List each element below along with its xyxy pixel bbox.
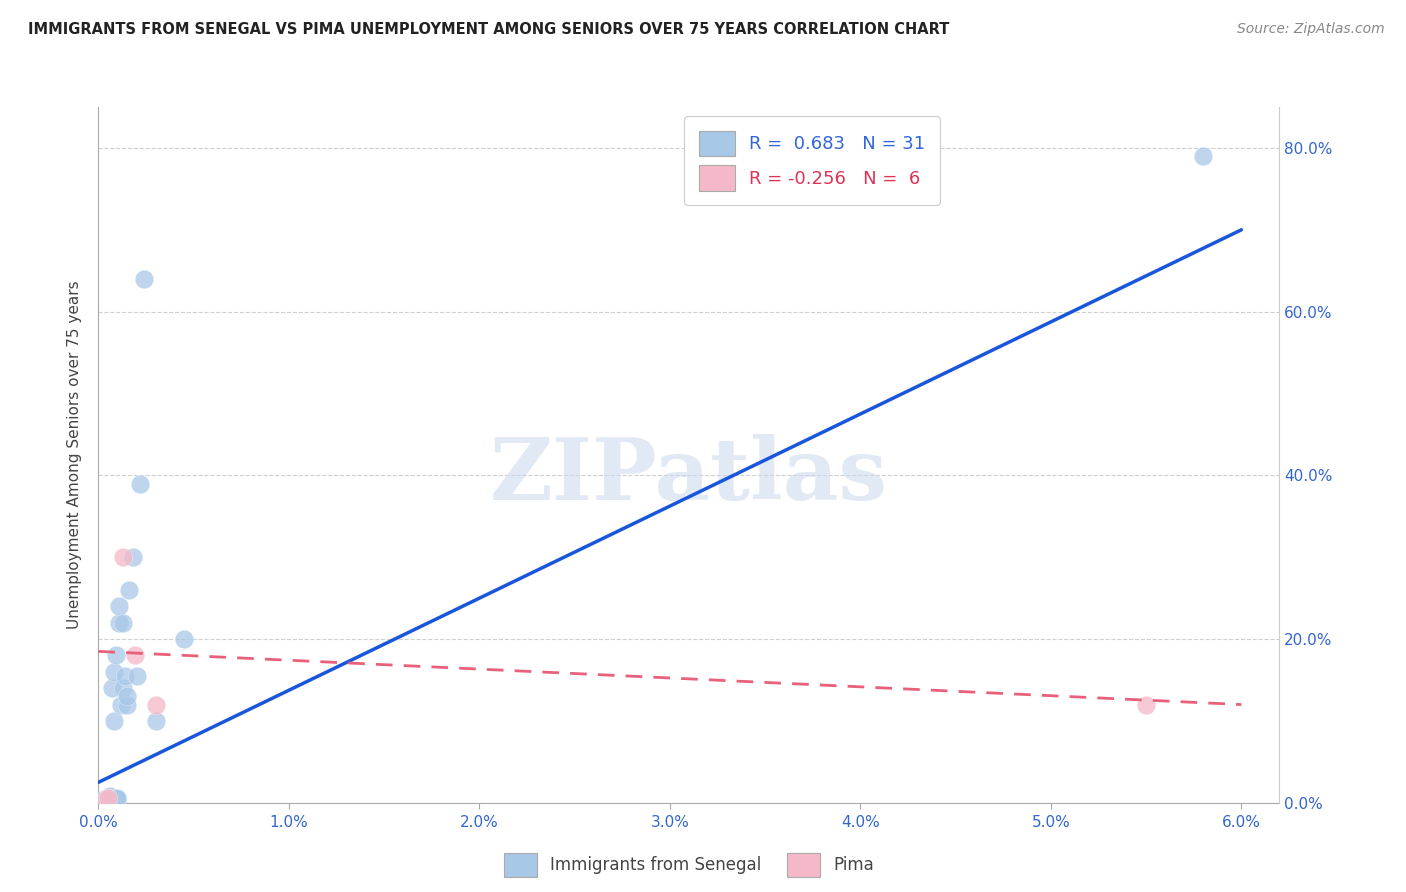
Point <box>145 714 167 728</box>
Point <box>145 698 167 712</box>
Point <box>94 793 117 807</box>
Point <box>107 791 129 805</box>
Point <box>104 648 127 663</box>
Point <box>125 669 148 683</box>
Point <box>118 582 141 597</box>
Point <box>115 690 138 704</box>
Point <box>134 272 156 286</box>
Point <box>110 698 132 712</box>
Point <box>100 791 122 805</box>
Point <box>98 790 121 805</box>
Point <box>1192 149 1215 163</box>
Point <box>173 632 195 646</box>
Point <box>107 791 129 805</box>
Point <box>98 789 121 804</box>
Point <box>100 790 122 805</box>
Point <box>103 714 125 728</box>
Point <box>129 476 152 491</box>
Point <box>121 550 143 565</box>
Point <box>97 790 120 805</box>
Point <box>108 615 131 630</box>
Point <box>100 681 122 696</box>
Text: IMMIGRANTS FROM SENEGAL VS PIMA UNEMPLOYMENT AMONG SENIORS OVER 75 YEARS CORRELA: IMMIGRANTS FROM SENEGAL VS PIMA UNEMPLOY… <box>28 22 949 37</box>
Point <box>114 669 136 683</box>
Point <box>1135 698 1157 712</box>
Point <box>115 698 138 712</box>
Point <box>112 681 135 696</box>
Text: Source: ZipAtlas.com: Source: ZipAtlas.com <box>1237 22 1385 37</box>
Point <box>112 615 135 630</box>
Y-axis label: Unemployment Among Seniors over 75 years: Unemployment Among Seniors over 75 years <box>67 281 83 629</box>
Point <box>94 791 117 805</box>
Legend: Immigrants from Senegal, Pima: Immigrants from Senegal, Pima <box>495 845 883 885</box>
Point <box>93 791 115 805</box>
Text: ZIPatlas: ZIPatlas <box>489 434 889 517</box>
Point <box>108 599 131 614</box>
Point <box>112 550 135 565</box>
Point <box>124 648 146 663</box>
Point <box>97 792 120 806</box>
Point <box>97 791 120 805</box>
Point <box>107 790 129 805</box>
Point <box>103 665 125 679</box>
